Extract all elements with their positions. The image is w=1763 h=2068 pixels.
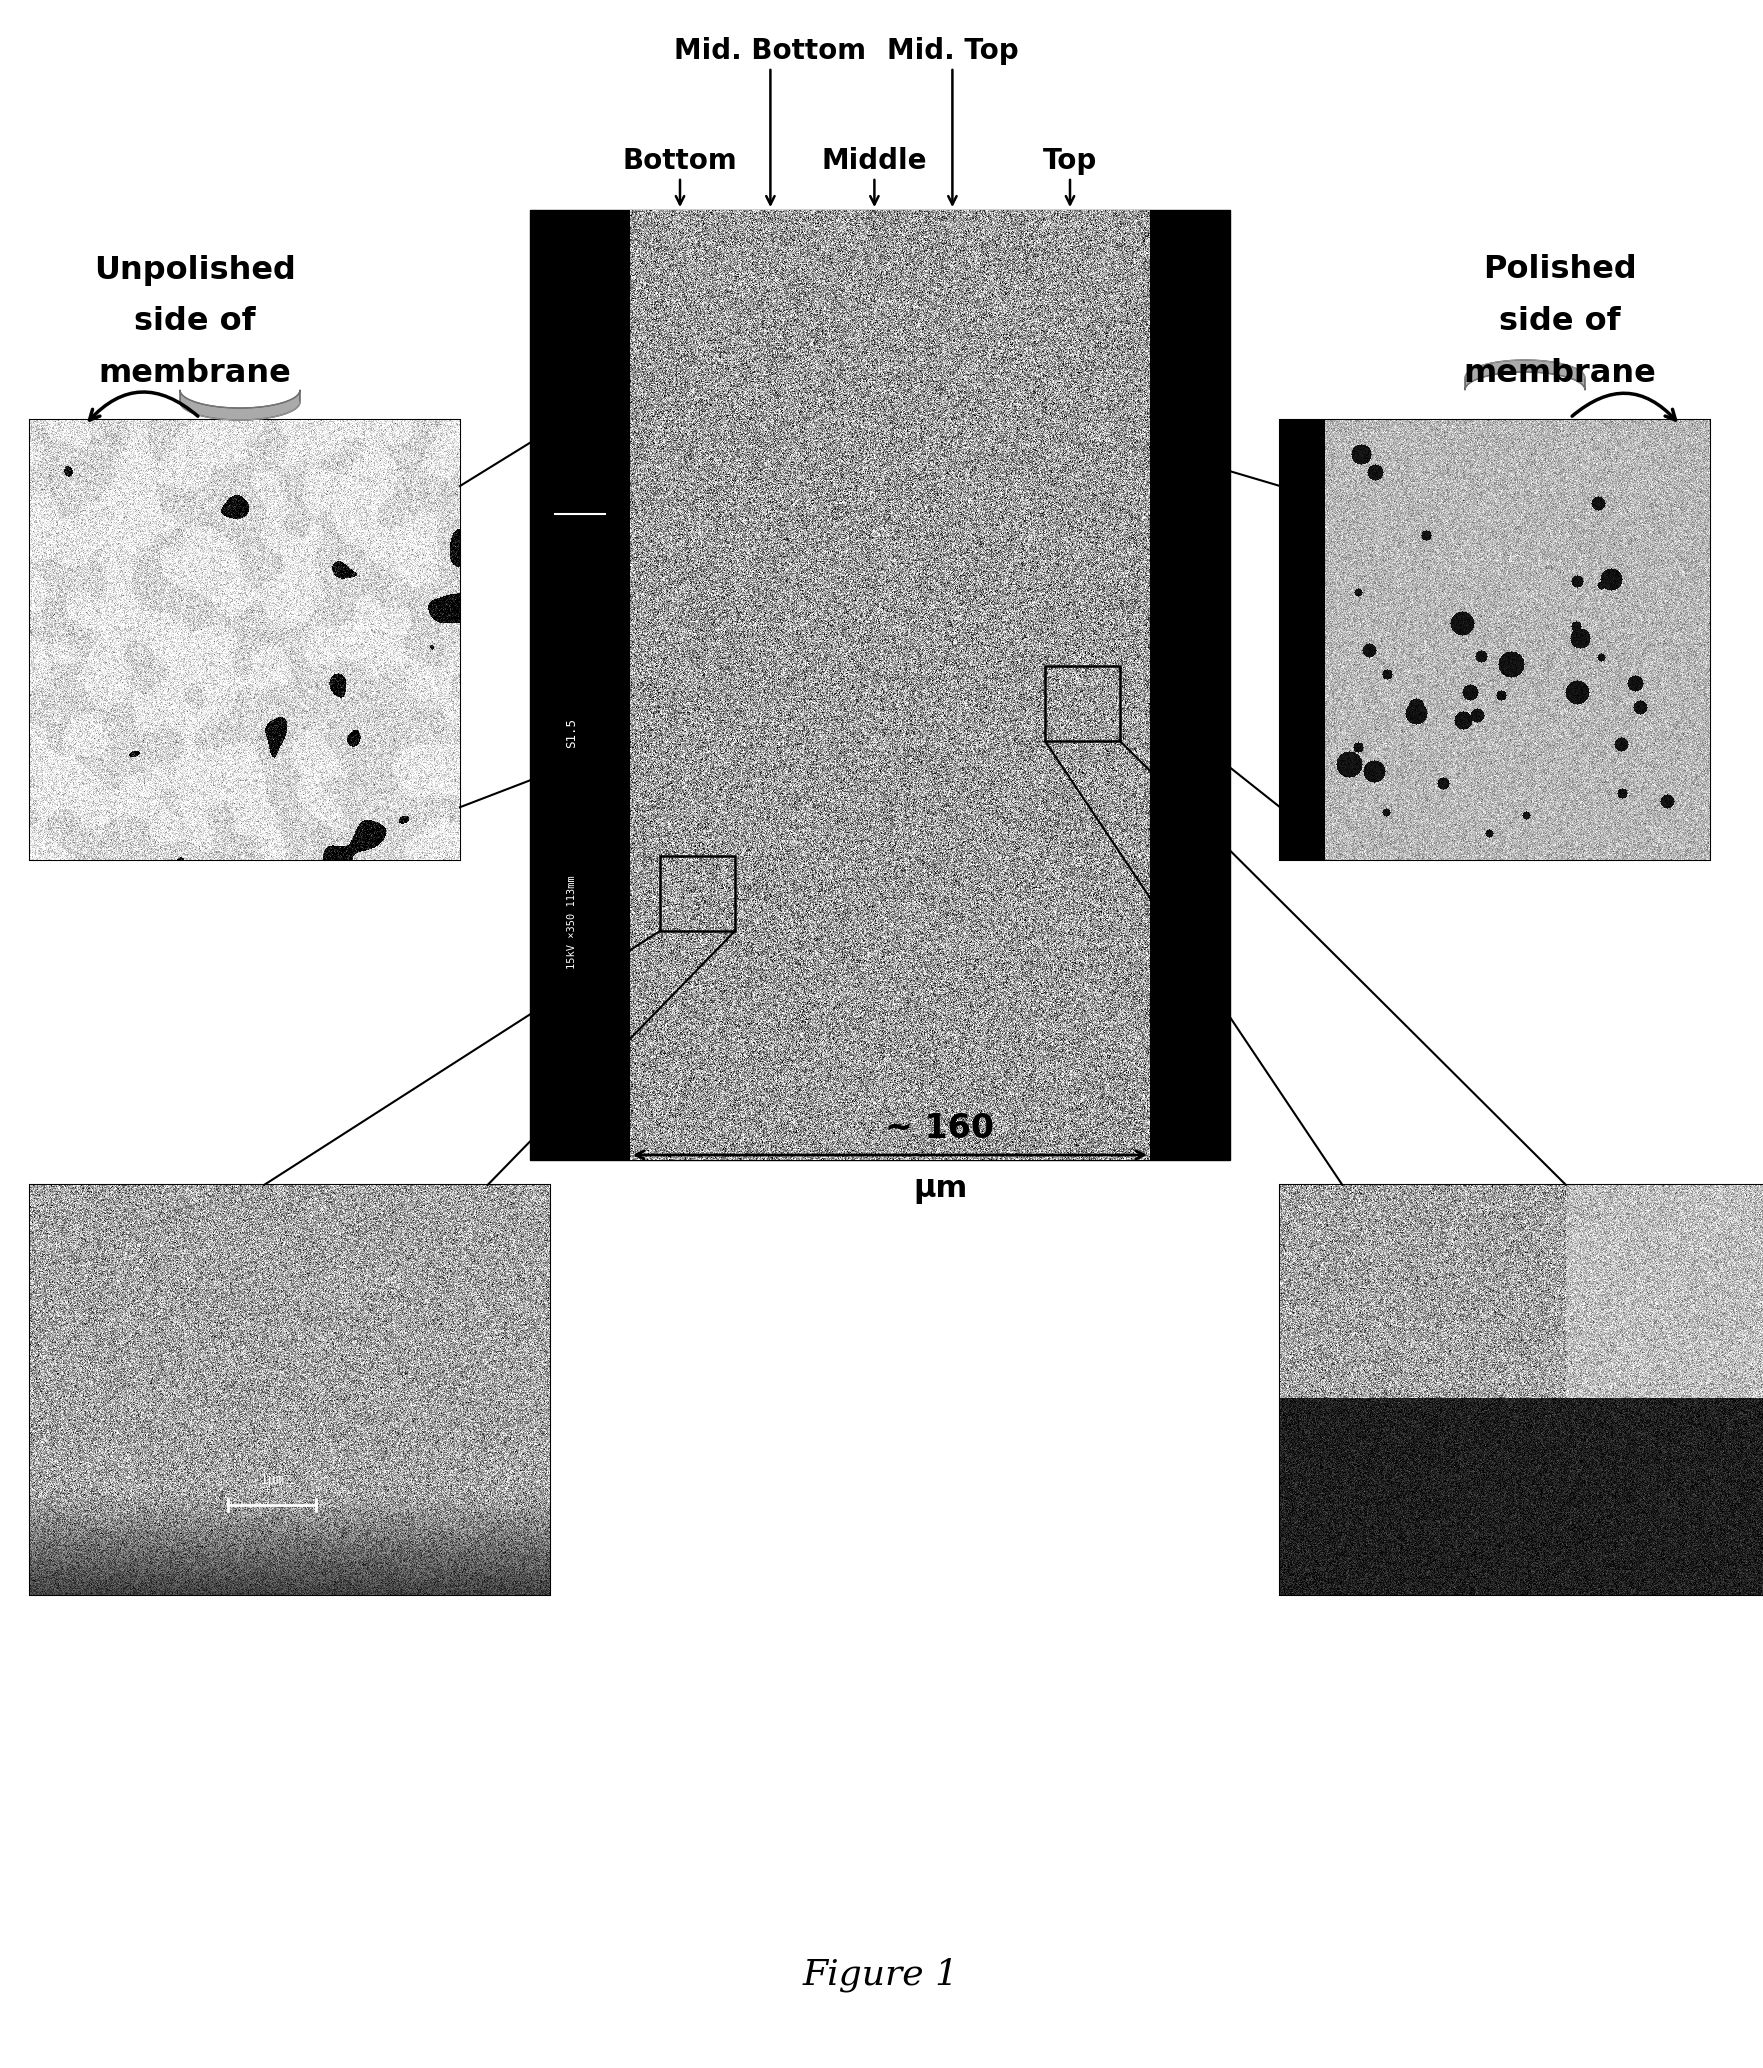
Bar: [1149, 211, 1231, 1160]
Text: S1.5: S1.5: [566, 718, 578, 747]
Text: membrane: membrane: [1463, 358, 1657, 389]
Polygon shape: [180, 391, 300, 420]
Text: Mid. Top: Mid. Top: [887, 37, 1019, 64]
Text: 15kV ×350 113mm: 15kV ×350 113mm: [568, 875, 577, 970]
Bar: [659, 856, 735, 931]
Text: Unpolished: Unpolished: [93, 254, 296, 285]
Text: Top: Top: [1044, 147, 1097, 176]
Bar: [30, 420, 460, 860]
Bar: [531, 211, 1231, 1160]
Text: side of: side of: [1499, 306, 1620, 337]
Text: Mid. Bottom: Mid. Bottom: [673, 37, 866, 64]
Text: μm: μm: [913, 1175, 968, 1204]
Text: membrane: membrane: [99, 358, 291, 389]
Text: Middle: Middle: [822, 147, 927, 176]
Text: Bottom: Bottom: [622, 147, 737, 176]
Text: Figure 1: Figure 1: [802, 1958, 959, 1991]
Polygon shape: [1465, 360, 1585, 391]
Bar: [30, 1185, 550, 1594]
Bar: [1280, 420, 1326, 860]
Bar: [1280, 1185, 1763, 1594]
Bar: [1280, 420, 1710, 860]
Text: ~ 160: ~ 160: [885, 1113, 994, 1146]
Bar: [531, 211, 629, 1160]
Text: 1μm: 1μm: [259, 1472, 284, 1487]
Text: Polished: Polished: [1483, 254, 1636, 285]
Text: side of: side of: [134, 306, 256, 337]
Bar: [1045, 666, 1120, 740]
